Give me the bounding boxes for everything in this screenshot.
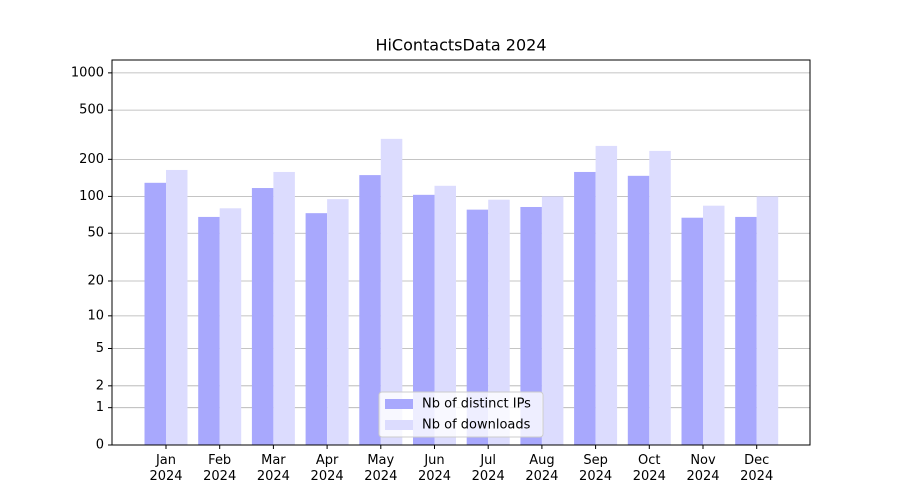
- bar: [273, 171, 295, 445]
- bar: [488, 199, 510, 445]
- x-tick-label: Nov 2024: [686, 453, 720, 484]
- bar: [413, 194, 435, 445]
- x-tick-label: Jul 2024: [471, 453, 505, 484]
- bar: [166, 169, 188, 446]
- bar: [595, 145, 618, 445]
- bar: [305, 213, 328, 445]
- bar: [574, 171, 596, 445]
- bar: [649, 150, 671, 445]
- legend: Nb of distinct IPs Nb of downloads: [378, 391, 544, 438]
- bar: [251, 188, 274, 445]
- bar: [703, 205, 725, 445]
- y-tick-label: 10: [87, 308, 104, 323]
- y-tick-label: 500: [79, 103, 104, 118]
- x-tick-label: Dec 2024: [740, 453, 774, 484]
- bar: [380, 138, 403, 446]
- y-tick-label: 1: [96, 400, 104, 415]
- legend-label: Nb of distinct IPs: [422, 397, 531, 412]
- chart-title: HiContactsData 2024: [375, 36, 546, 55]
- bar: [198, 216, 220, 445]
- x-tick-label: Jan 2024: [149, 453, 183, 484]
- x-tick-label: Feb 2024: [203, 453, 237, 484]
- x-tick-label: Aug 2024: [525, 453, 559, 484]
- y-tick-label: 50: [87, 226, 104, 241]
- x-tick-label: Sep 2024: [579, 453, 613, 484]
- bar: [735, 216, 757, 445]
- bar: [681, 217, 703, 445]
- bar: [466, 209, 489, 445]
- x-tick-label: May 2024: [364, 453, 398, 484]
- legend-swatch: [385, 420, 413, 430]
- y-tick-label: 1000: [71, 65, 104, 80]
- legend-label: Nb of downloads: [422, 418, 531, 433]
- bar: [219, 208, 242, 445]
- y-tick-label: 200: [79, 152, 104, 167]
- bar: [327, 199, 349, 445]
- bar: [434, 185, 456, 446]
- bar: [627, 175, 650, 445]
- x-tick-label: Oct 2024: [632, 453, 666, 484]
- y-tick-label: 2: [96, 378, 104, 393]
- y-tick-label: 20: [87, 274, 104, 289]
- x-tick-label: Mar 2024: [256, 453, 290, 484]
- legend-swatch: [385, 399, 413, 409]
- plot-frame: [111, 59, 811, 446]
- bar: [541, 196, 564, 445]
- bar: [359, 175, 381, 445]
- y-tick-label: 0: [96, 438, 104, 453]
- y-tick-label: 5: [96, 341, 104, 356]
- bar: [520, 206, 542, 445]
- x-tick-label: Apr 2024: [310, 453, 344, 484]
- legend-box: [378, 391, 544, 438]
- bar: [144, 182, 166, 445]
- x-tick-label: Jun 2024: [417, 453, 452, 484]
- bar: [756, 196, 779, 445]
- y-tick-label: 100: [79, 189, 104, 204]
